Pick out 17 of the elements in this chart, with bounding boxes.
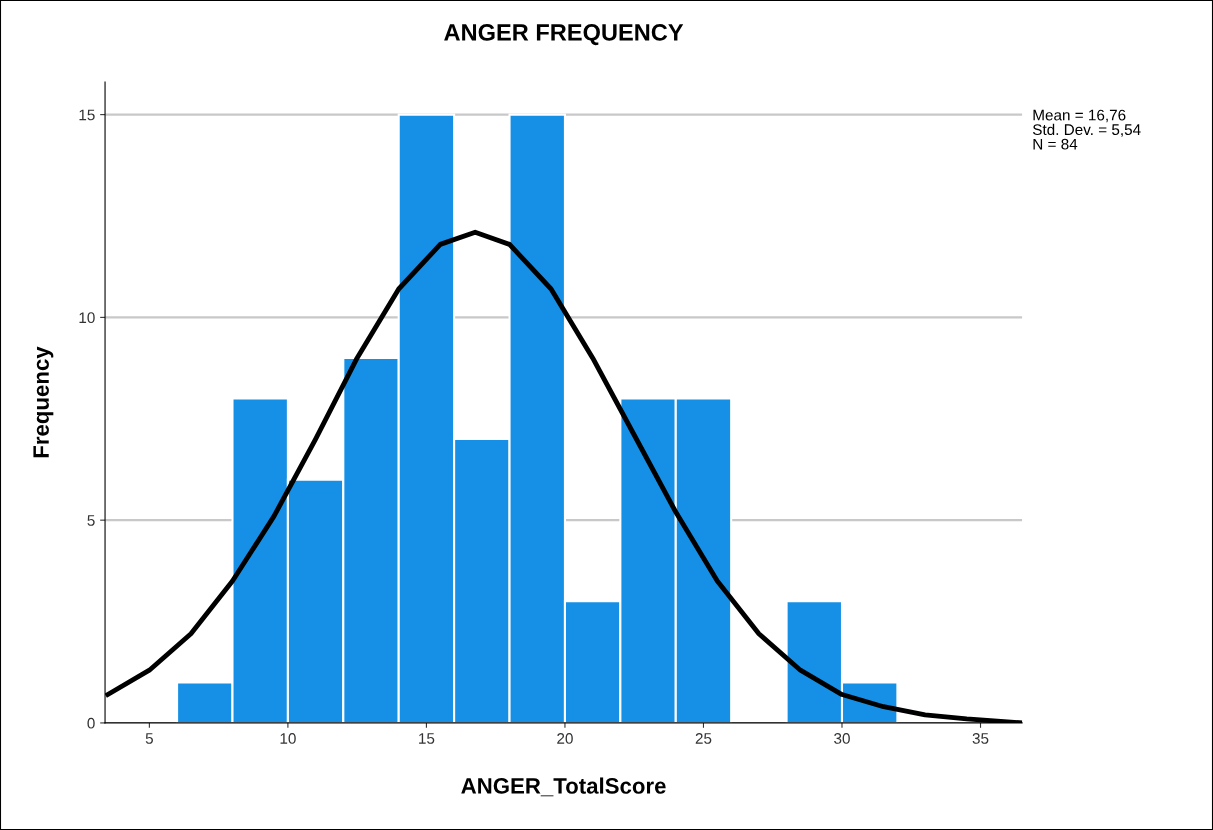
x-axis-title: ANGER_TotalScore <box>461 777 666 797</box>
y-tick-label: 10 <box>79 312 95 324</box>
chart-title: ANGER FREQUENCY <box>444 24 684 46</box>
x-tick-label: 5 <box>145 733 153 744</box>
y-tick-label: 5 <box>87 515 95 526</box>
x-tick-label: 15 <box>419 733 435 744</box>
x-tick-label: 10 <box>280 733 296 744</box>
y-tick-label: 15 <box>79 109 95 121</box>
x-tick-label: 30 <box>834 733 850 744</box>
x-tick-label: 35 <box>972 733 989 744</box>
y-axis-title: Frequency <box>33 346 54 458</box>
x-tick-label: 25 <box>695 733 712 744</box>
text: Mean = 16,76 <box>1033 109 1126 123</box>
text: N = 84 <box>1033 138 1078 150</box>
y-tick-label: 0 <box>87 717 95 729</box>
x-tick-label: 20 <box>557 733 573 744</box>
text: Std. Dev. = 5,54 <box>1032 123 1141 137</box>
